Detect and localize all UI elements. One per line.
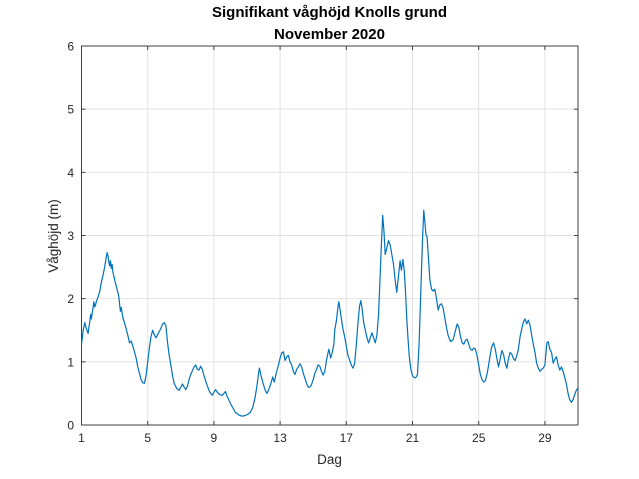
x-tick-label: 17 bbox=[340, 431, 354, 445]
x-tick-label: 5 bbox=[144, 431, 151, 445]
x-tick-label: 29 bbox=[538, 431, 552, 445]
y-tick-label: 4 bbox=[67, 166, 74, 180]
chart-title: Signifikant våghöjd Knolls grund Novembe… bbox=[81, 2, 578, 46]
chart-title-line2: November 2020 bbox=[274, 26, 385, 43]
y-tick-label: 3 bbox=[67, 229, 74, 243]
wave-height-line bbox=[80, 209, 579, 417]
x-tick-label: 13 bbox=[273, 431, 287, 445]
x-tick-label: 9 bbox=[211, 431, 218, 445]
x-tick-label: 21 bbox=[406, 431, 420, 445]
y-tick-label: 2 bbox=[67, 292, 74, 306]
chart-title-line1: Signifikant våghöjd Knolls grund bbox=[212, 4, 447, 21]
y-tick-label: 1 bbox=[67, 355, 74, 369]
y-axis-label: Våghöjd (m) bbox=[46, 199, 61, 273]
y-tick-label: 5 bbox=[67, 103, 74, 117]
y-tick-label: 0 bbox=[67, 419, 74, 433]
y-tick-label: 6 bbox=[67, 40, 74, 54]
x-tick-label: 25 bbox=[472, 431, 486, 445]
x-axis-label: Dag bbox=[317, 452, 342, 467]
x-tick-label: 1 bbox=[78, 431, 85, 445]
